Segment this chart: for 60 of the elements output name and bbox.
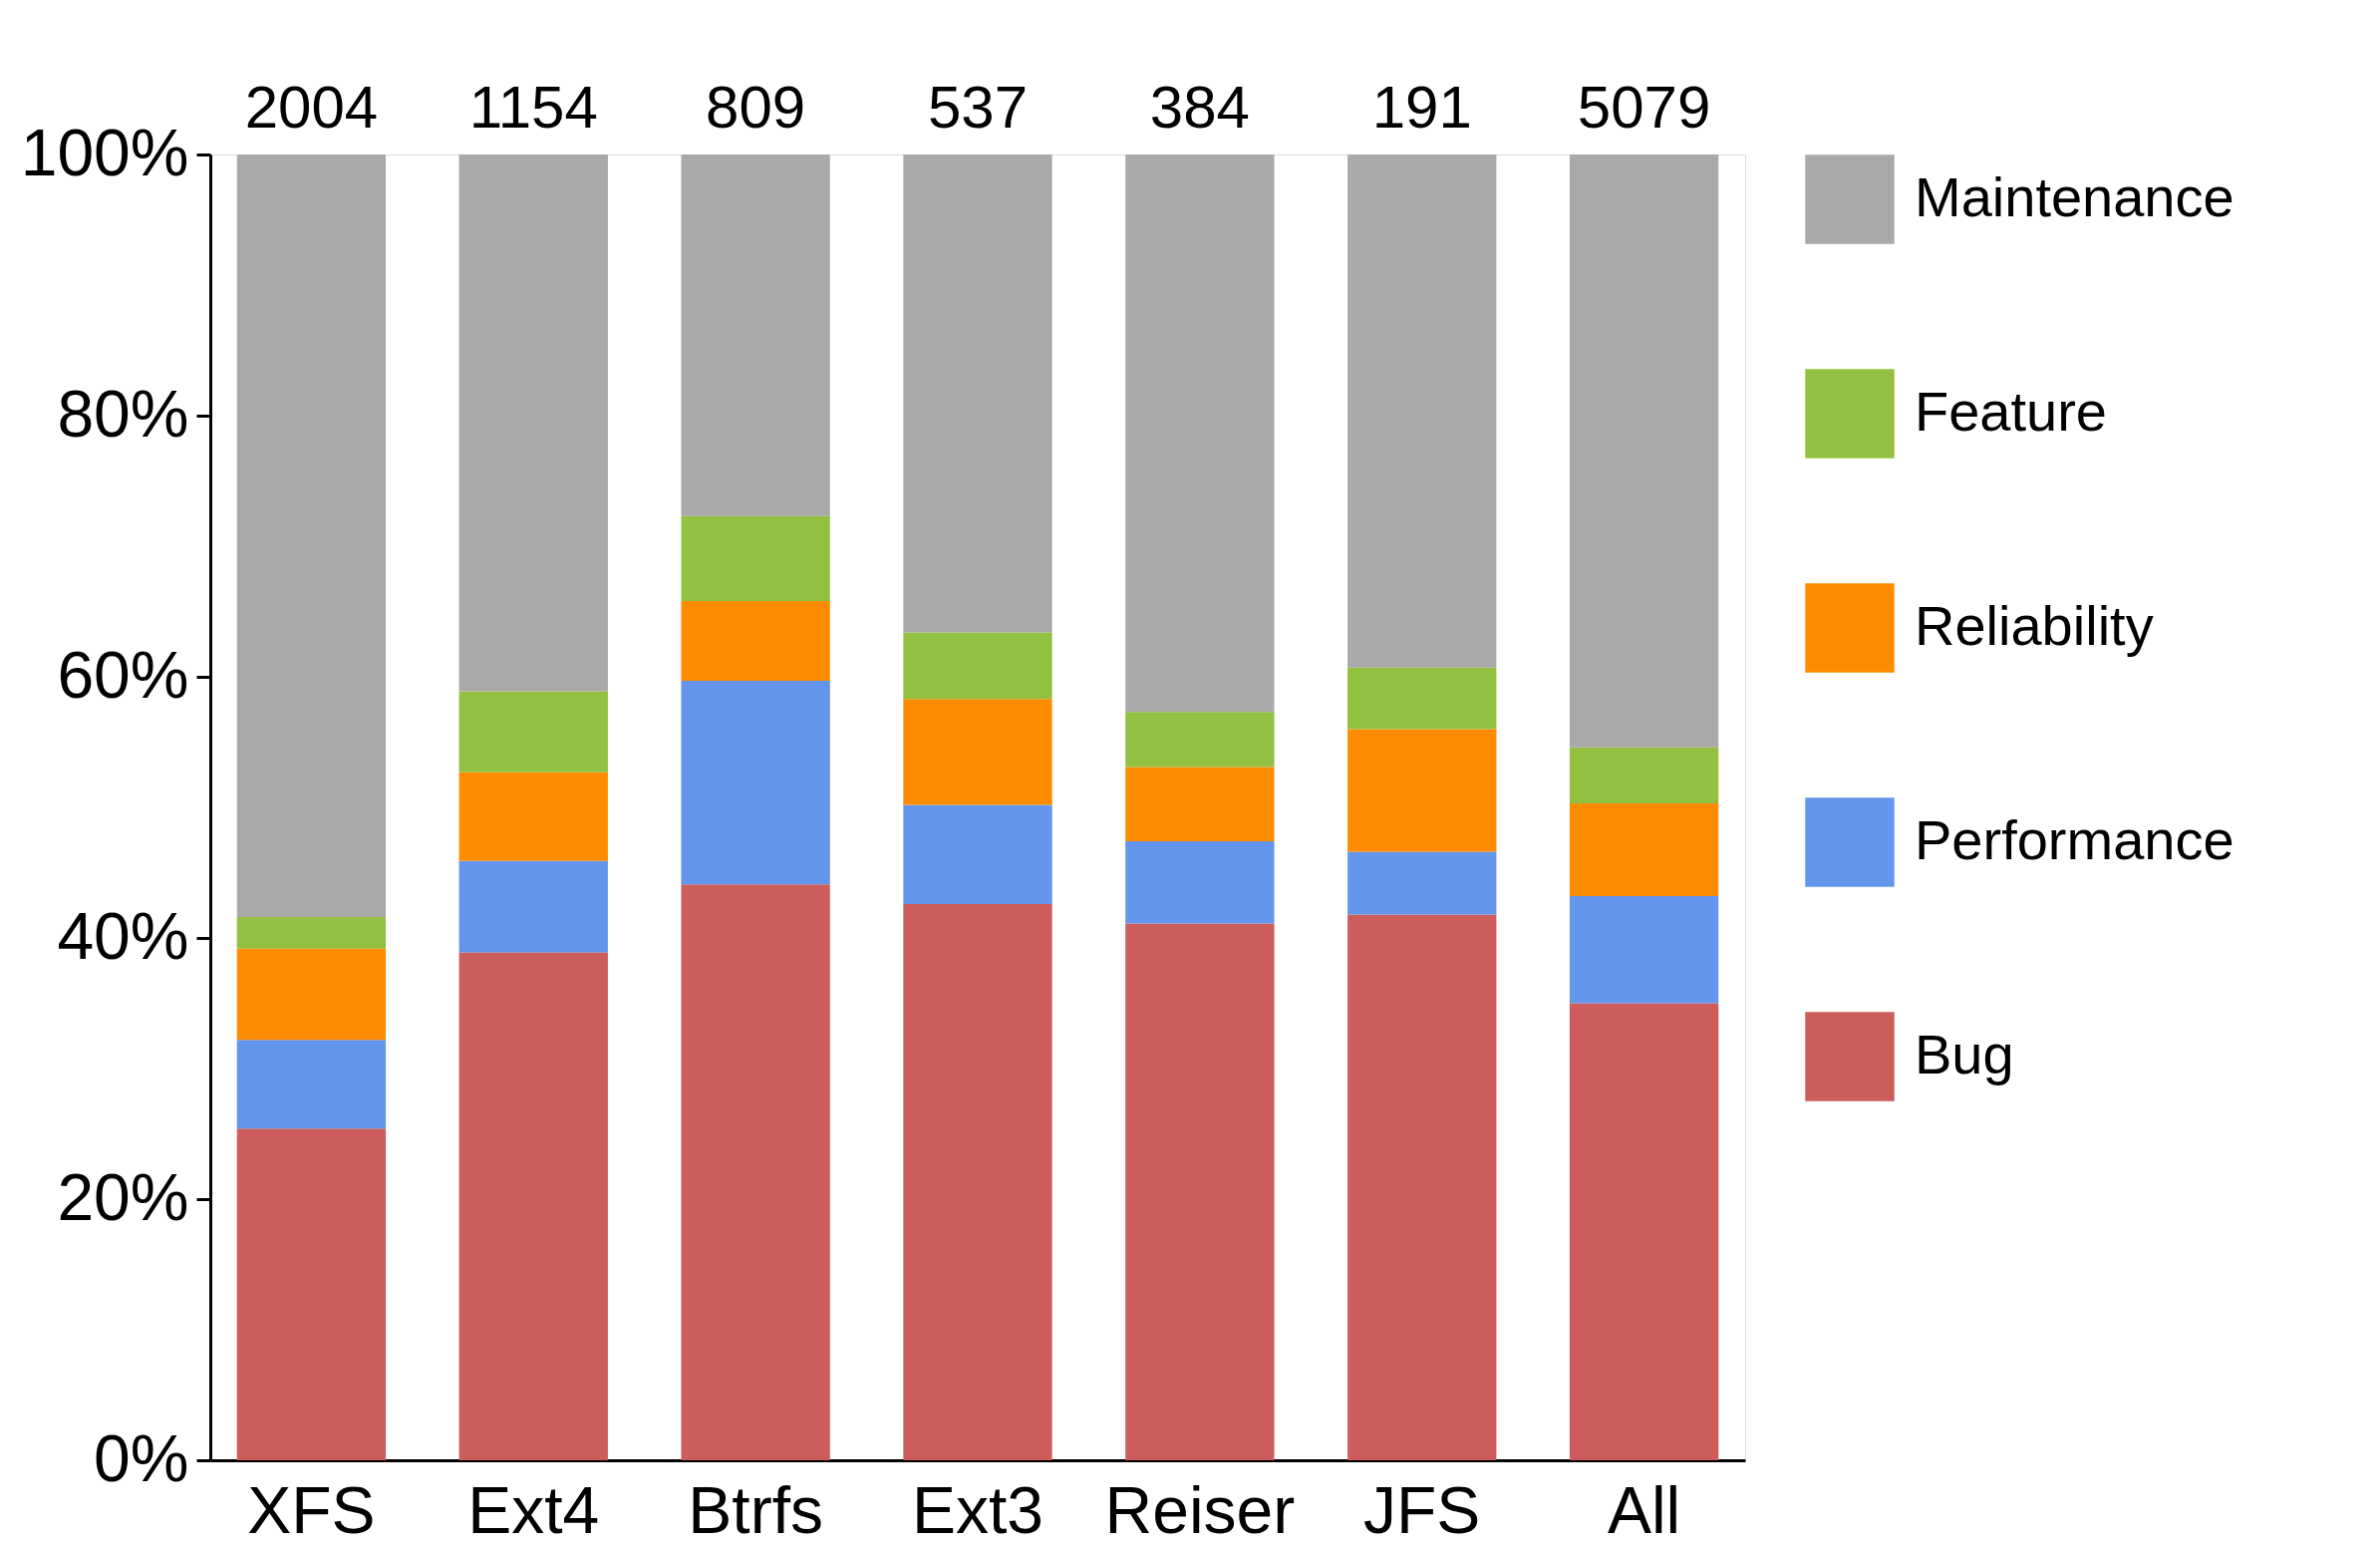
bar bbox=[1125, 154, 1275, 713]
x-tick-label: XFS bbox=[247, 1472, 376, 1544]
bar bbox=[236, 948, 387, 1041]
bar bbox=[903, 154, 1052, 633]
annotation: 191 bbox=[1371, 74, 1472, 141]
bar bbox=[1347, 729, 1497, 852]
bar bbox=[458, 691, 608, 772]
bar bbox=[1569, 154, 1719, 748]
bar bbox=[236, 917, 387, 949]
annotation: 537 bbox=[927, 74, 1029, 141]
bar bbox=[458, 860, 608, 953]
bar bbox=[681, 154, 830, 516]
annotation: 384 bbox=[1149, 74, 1250, 141]
legend-label: Bug bbox=[1915, 1023, 2014, 1085]
bar bbox=[903, 804, 1052, 904]
bar bbox=[458, 772, 608, 861]
bar bbox=[458, 952, 608, 1460]
x-tick-label: Btrfs bbox=[688, 1472, 823, 1544]
x-tick-label: All bbox=[1607, 1472, 1681, 1544]
legend-label: Reliability bbox=[1915, 594, 2154, 657]
bar bbox=[903, 903, 1052, 1460]
bar bbox=[681, 515, 830, 602]
y-tick-label: 0% bbox=[94, 1420, 189, 1495]
bar bbox=[1569, 747, 1719, 804]
bar bbox=[1569, 896, 1719, 1004]
annotation: 5079 bbox=[1577, 74, 1711, 141]
y-tick-label: 100% bbox=[20, 115, 189, 189]
x-tick-label: Ext4 bbox=[467, 1472, 600, 1544]
bar bbox=[1569, 803, 1719, 897]
legend-label: Maintenance bbox=[1915, 165, 2234, 228]
annotation: 2004 bbox=[244, 74, 379, 141]
bar bbox=[1347, 154, 1497, 668]
bar bbox=[1125, 767, 1275, 842]
annotation: 1154 bbox=[468, 74, 598, 141]
bar bbox=[681, 680, 830, 885]
bar bbox=[903, 699, 1052, 805]
x-tick-label: Ext3 bbox=[911, 1472, 1044, 1544]
x-tick-label: JFS bbox=[1363, 1472, 1481, 1544]
x-tick-label: Reiser bbox=[1104, 1472, 1296, 1544]
y-tick-label: 80% bbox=[57, 376, 189, 451]
legend-label: Feature bbox=[1915, 380, 2107, 443]
bar bbox=[236, 1040, 387, 1129]
bar bbox=[1347, 667, 1497, 730]
bar bbox=[681, 884, 830, 1460]
y-tick-label: 60% bbox=[57, 637, 189, 712]
bar bbox=[903, 632, 1052, 700]
bar bbox=[1569, 1003, 1719, 1460]
y-tick-label: 20% bbox=[57, 1159, 189, 1234]
annotation: 809 bbox=[706, 74, 806, 141]
bar bbox=[1125, 923, 1275, 1460]
legend-label: Performance bbox=[1915, 808, 2234, 871]
bar bbox=[236, 1128, 387, 1460]
y-tick-label: 40% bbox=[57, 898, 189, 973]
bar bbox=[236, 154, 387, 918]
bar bbox=[1125, 841, 1275, 924]
bar bbox=[1347, 914, 1497, 1460]
bar bbox=[1347, 851, 1497, 915]
bar bbox=[681, 601, 830, 681]
bar bbox=[1125, 712, 1275, 768]
bar bbox=[458, 154, 608, 692]
